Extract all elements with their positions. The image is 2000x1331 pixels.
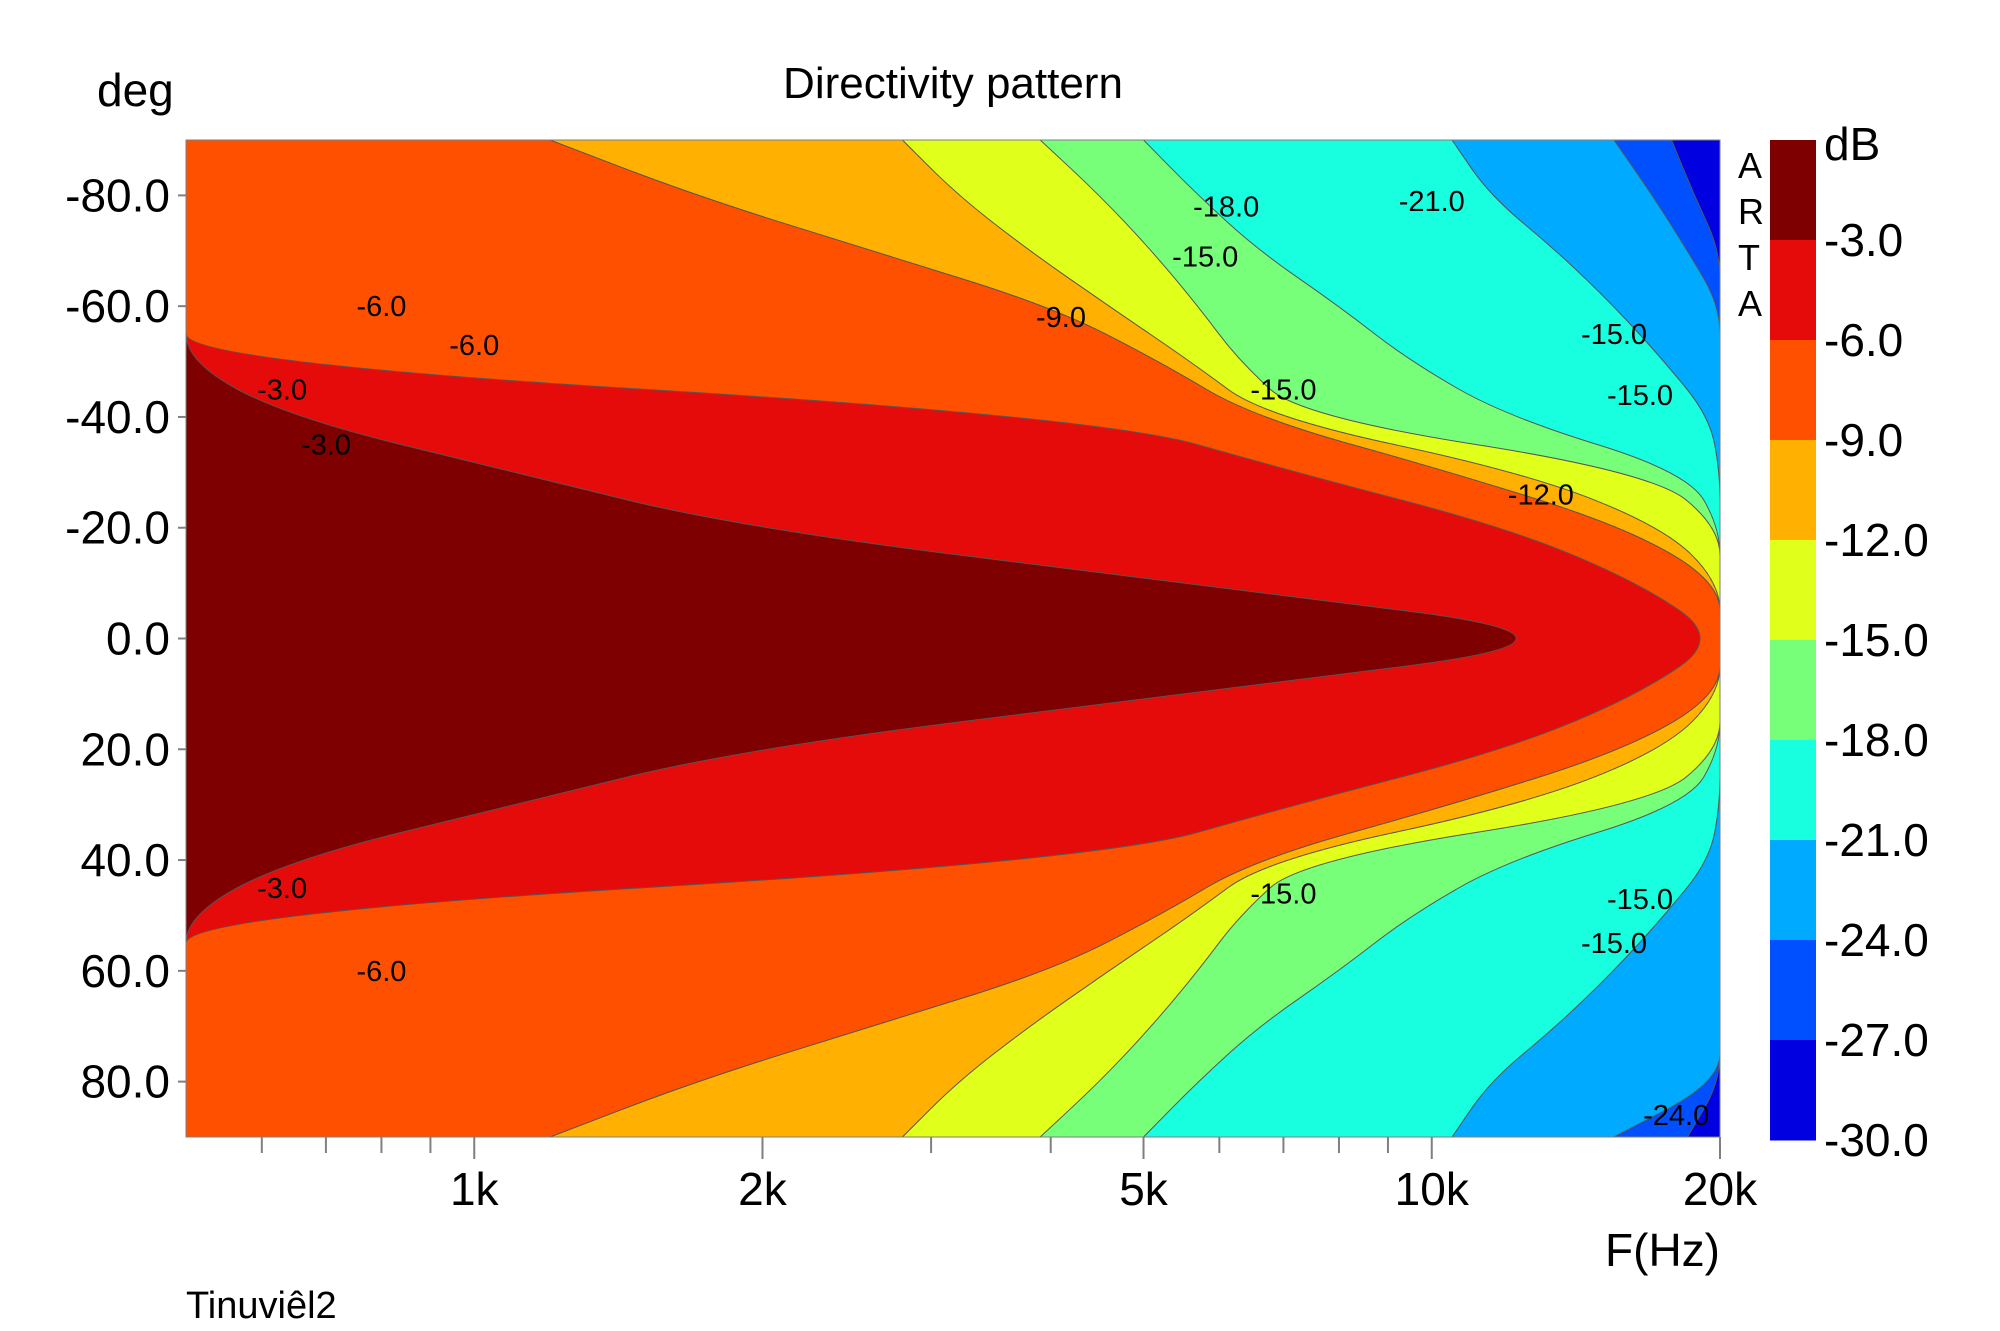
- contour-label-12: -3.0: [257, 873, 307, 905]
- colorbar-label: -6.0: [1824, 314, 1903, 366]
- colorbar-swatch: [1770, 1040, 1816, 1141]
- x-tick-label: 20k: [1683, 1163, 1758, 1215]
- colorbar-label: -9.0: [1824, 414, 1903, 466]
- contour-label-10: -3.0: [301, 430, 351, 462]
- contour-label-6: -15.0: [1581, 319, 1647, 351]
- contour-label-2: -15.0: [1172, 241, 1238, 273]
- x-axis: 1k 2k 5k 10k 20k: [260, 1137, 1758, 1215]
- x-axis-label: F(Hz): [1605, 1224, 1720, 1276]
- y-tick-label: 80.0: [80, 1056, 170, 1108]
- colorbar-swatch: [1770, 940, 1816, 1041]
- x-tick-label: 2k: [738, 1163, 788, 1215]
- colorbar-label: -24.0: [1824, 914, 1929, 966]
- colorbar-unit: dB: [1824, 118, 1880, 170]
- contour-annotations: -18.0 -21.0 -15.0 -6.0 -9.0 -6.0 -15.0 -3.0 -15.…: [257, 186, 1709, 1132]
- y-tick-label: 40.0: [80, 834, 170, 886]
- contour-label-8: -15.0: [1250, 374, 1316, 406]
- contour-label-1: -21.0: [1399, 186, 1465, 218]
- contour-label-14: -15.0: [1607, 884, 1673, 916]
- contour-label-17: -24.0: [1643, 1100, 1709, 1132]
- colorbar-swatch: [1770, 340, 1816, 441]
- colorbar-swatch: [1770, 640, 1816, 741]
- chart-title: Directivity pattern: [783, 59, 1123, 108]
- arta-letter: A: [1738, 283, 1762, 324]
- contour-label-16: -6.0: [356, 956, 406, 988]
- colorbar-swatch: [1770, 440, 1816, 541]
- contour-label-11: -12.0: [1508, 479, 1574, 511]
- footer-label: Tinuviêl2: [186, 1285, 337, 1327]
- y-axis: -80.0 -60.0 -40.0 -20.0 0.0 20.0 40.0 60.0 80.0: [65, 169, 186, 1108]
- colorbar-label: -15.0: [1824, 614, 1929, 666]
- colorbar-label: -30.0: [1824, 1114, 1929, 1166]
- colorbar-label: -18.0: [1824, 714, 1929, 766]
- colorbar-label: -27.0: [1824, 1014, 1929, 1066]
- colorbar-label: -21.0: [1824, 814, 1929, 866]
- arta-letter: R: [1738, 191, 1764, 232]
- contour-label-0: -18.0: [1193, 191, 1259, 223]
- arta-letter: A: [1738, 145, 1762, 186]
- colorbar-swatch: [1770, 140, 1816, 241]
- x-tick-label: 10k: [1395, 1163, 1470, 1215]
- y-tick-label: 20.0: [80, 723, 170, 775]
- y-tick-label: -40.0: [65, 391, 170, 443]
- y-tick-label: -20.0: [65, 502, 170, 554]
- contour-label-13: -15.0: [1250, 878, 1316, 910]
- contour-label-3: -6.0: [356, 291, 406, 323]
- colorbar: dB -3.0 -6.0 -9.0 -12.0 -15.0 -18.0 -21.0 -24.0…: [1770, 118, 1929, 1166]
- arta-letter: T: [1738, 237, 1760, 278]
- colorbar-swatch: [1770, 740, 1816, 841]
- contour-label-7: -3.0: [257, 374, 307, 406]
- y-axis-label: deg: [97, 64, 174, 116]
- colorbar-label: -12.0: [1824, 514, 1929, 566]
- y-tick-label: -60.0: [65, 280, 170, 332]
- y-tick-label: 60.0: [80, 945, 170, 997]
- contour-bands: [186, 140, 1720, 1137]
- colorbar-swatch: [1770, 540, 1816, 641]
- contour-label-9: -15.0: [1607, 380, 1673, 412]
- contour-label-15: -15.0: [1581, 928, 1647, 960]
- colorbar-swatch: [1770, 240, 1816, 341]
- x-tick-label: 1k: [450, 1163, 500, 1215]
- y-tick-label: 0.0: [106, 613, 170, 665]
- x-tick-label: 5k: [1119, 1163, 1169, 1215]
- colorbar-swatch: [1770, 840, 1816, 941]
- contour-band-3: [186, 140, 1517, 1137]
- colorbar-label: -3.0: [1824, 214, 1903, 266]
- contour-label-4: -9.0: [1036, 302, 1086, 334]
- y-tick-label: -80.0: [65, 169, 170, 221]
- contour-label-5: -6.0: [449, 330, 499, 362]
